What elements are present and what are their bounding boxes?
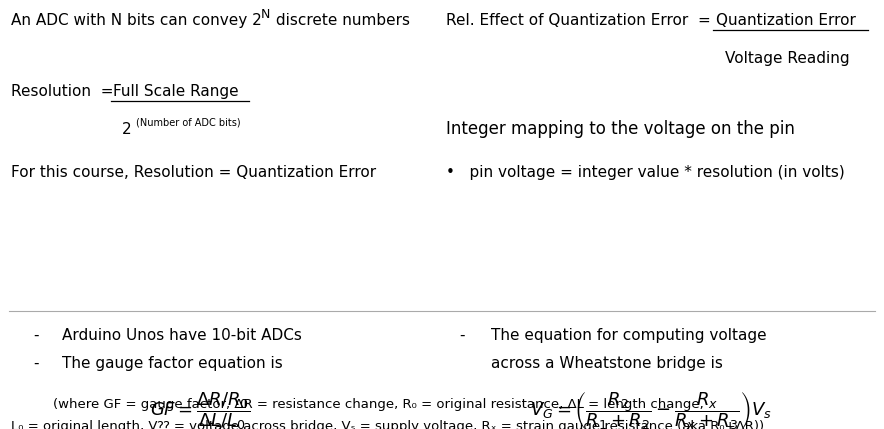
Text: Resolution  =: Resolution = — [11, 84, 118, 99]
Text: L₀ = original length, V⁇ = voltage across bridge, Vₛ = supply voltage, Rₓ = stra: L₀ = original length, V⁇ = voltage acros… — [11, 420, 764, 429]
Text: Arduino Unos have 10-bit ADCs: Arduino Unos have 10-bit ADCs — [62, 328, 301, 343]
Text: -: - — [34, 356, 39, 371]
Text: Integer mapping to the voltage on the pin: Integer mapping to the voltage on the pi… — [446, 120, 796, 138]
Text: The equation for computing voltage: The equation for computing voltage — [491, 328, 766, 343]
Text: Quantization Error: Quantization Error — [716, 13, 856, 28]
Text: (where GF = gauge factor, ΔR = resistance change, R₀ = original resistance, ΔL =: (where GF = gauge factor, ΔR = resistanc… — [53, 398, 704, 411]
Text: •   pin voltage = integer value * resolution (in volts): • pin voltage = integer value * resoluti… — [446, 165, 845, 180]
Text: Full Scale Range: Full Scale Range — [113, 84, 239, 99]
Text: Rel. Effect of Quantization Error  =: Rel. Effect of Quantization Error = — [446, 13, 716, 28]
Text: $V_G = \left(\dfrac{R_2}{R_1+R_2} - \dfrac{R_x}{R_x+R_3}\right) V_s$: $V_G = \left(\dfrac{R_2}{R_1+R_2} - \dfr… — [530, 390, 772, 429]
Text: (Number of ADC bits): (Number of ADC bits) — [136, 117, 240, 127]
Text: -: - — [460, 328, 465, 343]
Text: $GF = \dfrac{\Delta R/R_0}{\Delta L/L_0}$: $GF = \dfrac{\Delta R/R_0}{\Delta L/L_0}… — [150, 390, 250, 429]
Text: across a Wheatstone bridge is: across a Wheatstone bridge is — [491, 356, 722, 371]
Text: N: N — [261, 8, 271, 21]
Text: For this course, Resolution = Quantization Error: For this course, Resolution = Quantizati… — [11, 165, 376, 180]
Text: An ADC with N bits can convey 2: An ADC with N bits can convey 2 — [11, 13, 262, 28]
Text: discrete numbers: discrete numbers — [271, 13, 409, 28]
Text: The gauge factor equation is: The gauge factor equation is — [62, 356, 283, 371]
Text: 2: 2 — [122, 122, 132, 137]
Text: -: - — [34, 328, 39, 343]
Text: Voltage Reading: Voltage Reading — [725, 51, 850, 66]
